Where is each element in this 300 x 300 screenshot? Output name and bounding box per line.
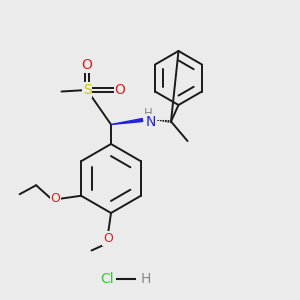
Polygon shape [111, 118, 143, 124]
Text: O: O [82, 58, 92, 72]
Text: O: O [115, 83, 125, 97]
Text: S: S [82, 83, 91, 97]
Text: Cl: Cl [100, 272, 114, 286]
Text: H: H [141, 272, 152, 286]
Text: H: H [143, 107, 152, 120]
Text: O: O [103, 232, 113, 245]
Text: O: O [51, 192, 61, 205]
Text: N: N [146, 115, 157, 128]
